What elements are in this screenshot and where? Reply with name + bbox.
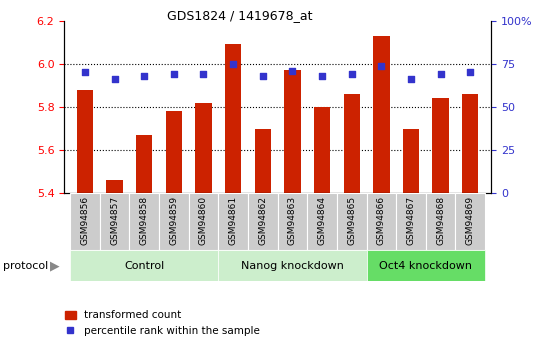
FancyBboxPatch shape bbox=[100, 193, 129, 250]
FancyBboxPatch shape bbox=[218, 193, 248, 250]
Text: GSM94857: GSM94857 bbox=[110, 196, 119, 245]
Point bbox=[466, 70, 475, 75]
FancyBboxPatch shape bbox=[70, 250, 218, 281]
Point bbox=[258, 73, 267, 79]
FancyBboxPatch shape bbox=[426, 193, 455, 250]
Text: GSM94868: GSM94868 bbox=[436, 196, 445, 245]
FancyBboxPatch shape bbox=[337, 193, 367, 250]
Text: ▶: ▶ bbox=[50, 259, 60, 272]
FancyBboxPatch shape bbox=[248, 193, 278, 250]
Point bbox=[140, 73, 148, 79]
Point bbox=[80, 70, 89, 75]
Text: Nanog knockdown: Nanog knockdown bbox=[241, 261, 344, 270]
Text: GSM94864: GSM94864 bbox=[318, 196, 326, 245]
Text: Oct4 knockdown: Oct4 knockdown bbox=[379, 261, 472, 270]
Bar bbox=[314, 107, 330, 193]
Point bbox=[436, 71, 445, 77]
Bar bbox=[432, 98, 449, 193]
FancyBboxPatch shape bbox=[307, 193, 337, 250]
Text: GSM94861: GSM94861 bbox=[229, 196, 238, 245]
Legend: transformed count, percentile rank within the sample: transformed count, percentile rank withi… bbox=[61, 306, 264, 340]
FancyBboxPatch shape bbox=[278, 193, 307, 250]
Point bbox=[199, 71, 208, 77]
Bar bbox=[403, 129, 419, 193]
Text: GSM94859: GSM94859 bbox=[169, 196, 179, 245]
Text: GSM94865: GSM94865 bbox=[347, 196, 356, 245]
FancyBboxPatch shape bbox=[367, 193, 396, 250]
Text: GSM94862: GSM94862 bbox=[258, 196, 267, 245]
Bar bbox=[284, 70, 301, 193]
Point bbox=[347, 71, 356, 77]
Text: GDS1824 / 1419678_at: GDS1824 / 1419678_at bbox=[167, 9, 312, 22]
Point bbox=[110, 77, 119, 82]
Bar bbox=[166, 111, 182, 193]
Point bbox=[229, 61, 238, 67]
Text: GSM94860: GSM94860 bbox=[199, 196, 208, 245]
Bar bbox=[77, 90, 93, 193]
Bar bbox=[373, 36, 389, 193]
Point bbox=[407, 77, 416, 82]
Text: GSM94858: GSM94858 bbox=[140, 196, 149, 245]
Text: GSM94869: GSM94869 bbox=[466, 196, 475, 245]
Text: protocol: protocol bbox=[3, 261, 48, 270]
Bar bbox=[462, 94, 478, 193]
FancyBboxPatch shape bbox=[455, 193, 485, 250]
Text: GSM94867: GSM94867 bbox=[406, 196, 416, 245]
Point bbox=[288, 68, 297, 73]
Bar bbox=[195, 103, 211, 193]
Text: GSM94866: GSM94866 bbox=[377, 196, 386, 245]
FancyBboxPatch shape bbox=[70, 193, 100, 250]
Point bbox=[318, 73, 326, 79]
FancyBboxPatch shape bbox=[189, 193, 218, 250]
Point bbox=[170, 71, 179, 77]
Bar bbox=[254, 129, 271, 193]
Bar bbox=[344, 94, 360, 193]
FancyBboxPatch shape bbox=[129, 193, 159, 250]
FancyBboxPatch shape bbox=[396, 193, 426, 250]
Bar bbox=[225, 45, 241, 193]
Text: Control: Control bbox=[124, 261, 165, 270]
Text: GSM94863: GSM94863 bbox=[288, 196, 297, 245]
Point bbox=[377, 63, 386, 68]
FancyBboxPatch shape bbox=[367, 250, 485, 281]
Bar bbox=[136, 135, 152, 193]
FancyBboxPatch shape bbox=[218, 250, 367, 281]
FancyBboxPatch shape bbox=[159, 193, 189, 250]
Text: GSM94856: GSM94856 bbox=[80, 196, 89, 245]
Bar bbox=[107, 180, 123, 193]
